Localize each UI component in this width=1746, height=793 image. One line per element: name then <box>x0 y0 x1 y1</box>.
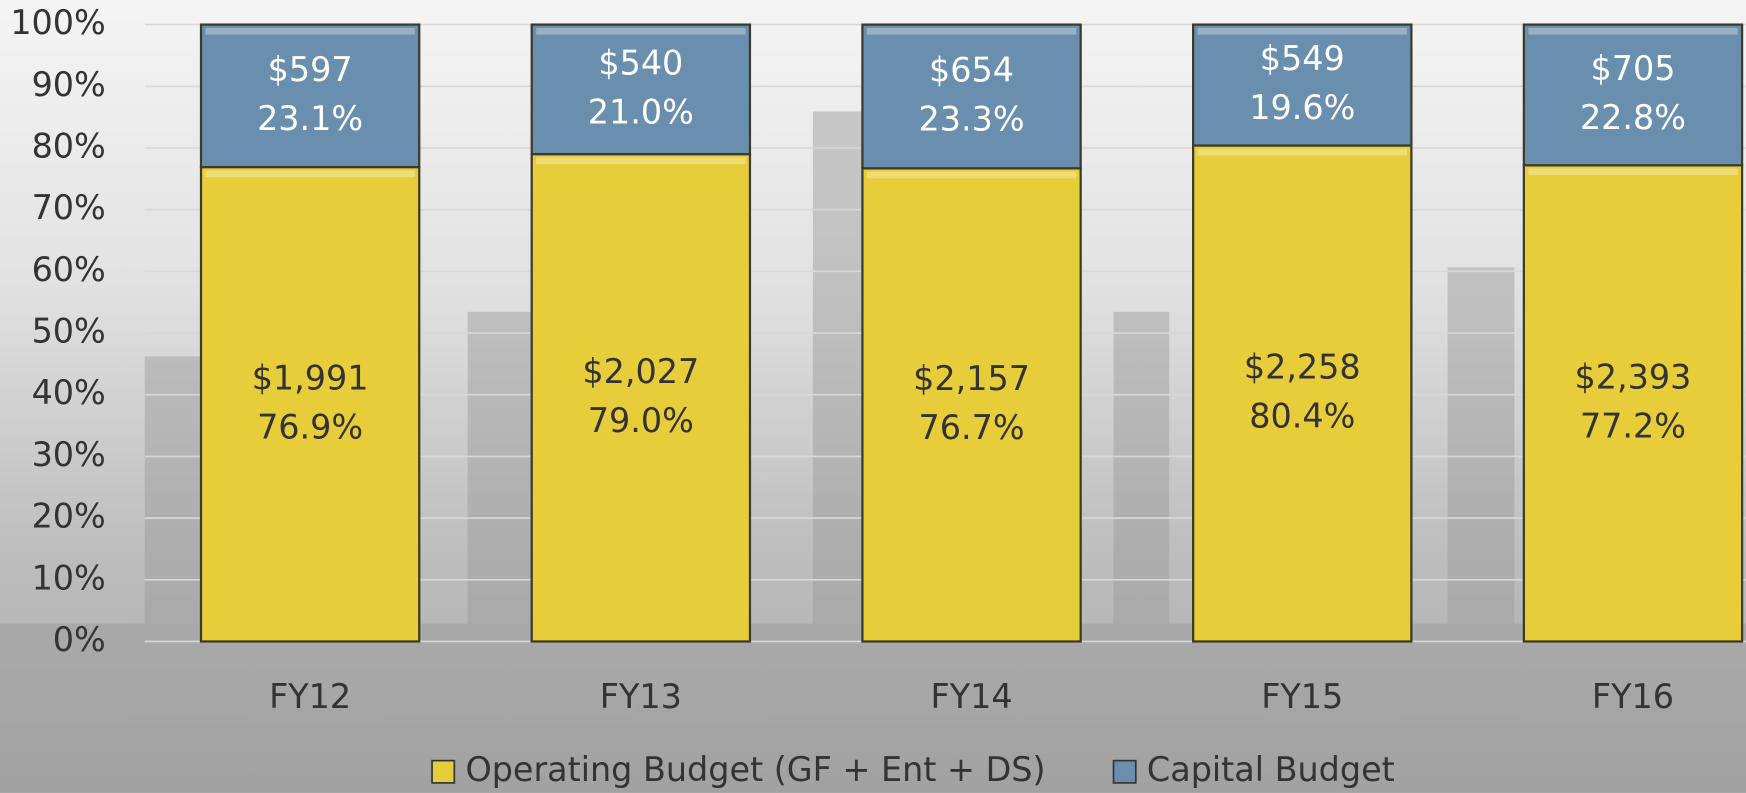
bar-bevel <box>867 28 1076 35</box>
amount-label: $705 <box>1590 49 1675 88</box>
y-tick-label: 0% <box>53 620 106 659</box>
x-tick-label: FY13 <box>600 677 682 716</box>
x-tick-label: FY14 <box>930 677 1012 716</box>
value-label: 22.8% <box>1580 98 1686 137</box>
x-tick-label: FY16 <box>1592 677 1674 716</box>
amount-label: $540 <box>598 43 683 82</box>
bar-bevel <box>205 170 414 177</box>
value-label: 77.2% <box>1580 406 1686 445</box>
y-tick-label: 40% <box>32 373 106 412</box>
bar-bevel <box>867 172 1076 179</box>
value-label: 79.0% <box>588 401 694 440</box>
y-tick-label: 50% <box>32 312 106 351</box>
legend-label: Operating Budget (GF + Ent + DS) <box>465 750 1045 789</box>
bar-segment <box>201 25 419 168</box>
bar-bevel <box>1198 28 1407 35</box>
amount-label: $2,157 <box>913 359 1030 398</box>
y-tick-label: 90% <box>32 65 106 104</box>
amount-label: $1,991 <box>252 358 369 397</box>
bar-bevel <box>536 28 745 35</box>
y-tick-label: 30% <box>32 435 106 474</box>
legend-label: Capital Budget <box>1147 750 1395 789</box>
amount-label: $654 <box>929 50 1014 89</box>
legend-marker <box>432 761 454 783</box>
bar-bevel <box>536 157 745 164</box>
bar-bevel <box>205 28 414 35</box>
x-tick-label: FY15 <box>1261 677 1343 716</box>
bar-bevel <box>1198 149 1407 156</box>
legend-marker <box>1114 761 1136 783</box>
amount-label: $2,258 <box>1244 347 1361 386</box>
bar-bevel <box>1528 28 1737 35</box>
bar-segment <box>862 168 1080 641</box>
bar-segment <box>201 167 419 641</box>
y-tick-label: 100% <box>10 3 105 42</box>
bar-segment <box>1524 165 1742 641</box>
y-tick-label: 10% <box>32 558 106 597</box>
amount-label: $2,393 <box>1575 357 1692 396</box>
value-label: 23.3% <box>919 99 1025 138</box>
value-label: 76.7% <box>919 408 1025 447</box>
x-tick-label: FY12 <box>269 677 351 716</box>
chart: 0% 10% 20% 30% 40% 50% 60% 70% 80% 90% 100% FY12 $1,… <box>0 0 1746 793</box>
y-tick-label: 80% <box>32 126 106 165</box>
bar-segment <box>532 154 750 641</box>
bar-segment <box>862 25 1080 169</box>
value-label: 80.4% <box>1249 396 1355 435</box>
amount-label: $597 <box>268 50 353 89</box>
value-label: 76.9% <box>257 407 363 446</box>
bar-bevel <box>1528 169 1737 176</box>
amount-label: $2,027 <box>582 352 699 391</box>
value-label: 19.6% <box>1249 88 1355 127</box>
bar-segment <box>1193 145 1411 641</box>
y-tick-label: 60% <box>32 250 106 289</box>
value-label: 21.0% <box>588 92 694 131</box>
y-tick-label: 20% <box>32 497 106 536</box>
amount-label: $549 <box>1260 39 1345 78</box>
y-tick-label: 70% <box>32 188 106 227</box>
value-label: 23.1% <box>257 99 363 138</box>
bar-segment <box>1524 25 1742 166</box>
page: 0% 10% 20% 30% 40% 50% 60% 70% 80% 90% 100% FY12 $1,… <box>0 0 1746 793</box>
